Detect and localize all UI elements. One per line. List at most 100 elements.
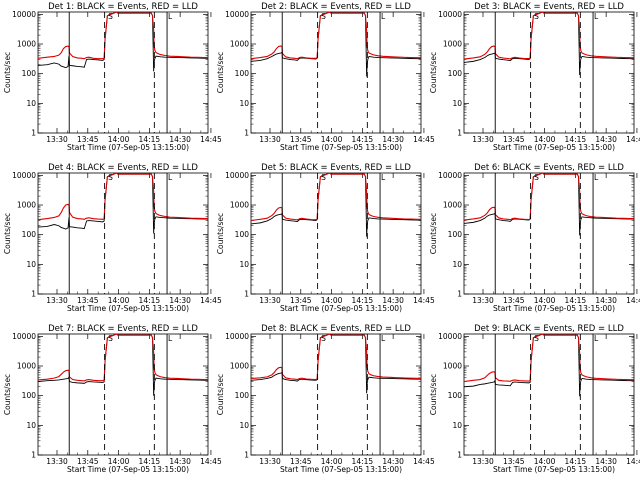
x-tick-label: 13:45 [77, 457, 99, 466]
y-tick-label: 1000 [230, 362, 249, 371]
x-tick-label: 14:30 [382, 135, 404, 144]
y-axis-label: Counts/sec [3, 213, 12, 254]
x-tick-label: 14:30 [382, 296, 404, 305]
y-tick-label: 10 [239, 260, 249, 269]
detector-panel-1: Det 1: BLACK = Events, RED = LLD 1 10 100 10… [3, 2, 222, 152]
y-tick-label: 1 [244, 129, 249, 138]
lld-annotation: L [381, 173, 386, 182]
x-tick-label: 14:15 [565, 135, 587, 144]
saa-annotation: S [534, 334, 539, 343]
saa-annotation: S [534, 12, 539, 21]
x-tick-label: 14:45 [200, 296, 222, 305]
lld-series-line [463, 333, 634, 383]
x-tick-label: 13:30 [259, 296, 281, 305]
y-tick-label: 1 [244, 290, 249, 299]
x-tick-label: 14:00 [321, 135, 343, 144]
y-tick-label: 1000 [443, 201, 462, 210]
x-axis-label: Start Time (07-Sep-05 13:15:00) [67, 465, 189, 474]
lld-annotation: L [594, 334, 599, 343]
y-tick-label: 1 [31, 290, 36, 299]
x-tick-label: 14:45 [413, 296, 435, 305]
y-tick-label: 1 [31, 451, 36, 460]
y-tick-label: 100 [235, 69, 250, 78]
y-tick-label: 100 [22, 391, 37, 400]
x-tick-label: 13:30 [46, 135, 68, 144]
lld-series-line [37, 172, 208, 221]
detector-panel-5: Det 5: BLACK = Events, RED = LLD 1 10 100 10… [216, 163, 435, 313]
detector-panel-2: Det 2: BLACK = Events, RED = LLD 1 10 100 10… [216, 2, 435, 152]
y-tick-label: 10 [26, 421, 36, 430]
x-tick-label: 14:15 [139, 296, 161, 305]
y-tick-label: 10 [239, 99, 249, 108]
y-tick-label: 10 [452, 260, 462, 269]
detector-panel-7: Det 7: BLACK = Events, RED = LLD 1 10 100 10… [3, 324, 222, 474]
y-tick-label: 100 [448, 69, 463, 78]
x-tick-label: 14:15 [352, 457, 374, 466]
x-tick-label: 14:15 [352, 296, 374, 305]
x-tick-label: 13:30 [472, 457, 494, 466]
x-tick-label: 14:45 [413, 135, 435, 144]
lld-series-line [250, 172, 421, 222]
y-tick-label: 1 [457, 290, 462, 299]
x-tick-label: 13:30 [46, 457, 68, 466]
x-tick-label: 14:00 [534, 457, 556, 466]
x-axis-label: Start Time (07-Sep-05 13:15:00) [280, 143, 402, 152]
y-axis-label: Counts/sec [3, 374, 12, 415]
x-axis-label: Start Time (07-Sep-05 13:15:00) [493, 304, 615, 313]
saa-annotation: S [321, 334, 326, 343]
x-tick-label: 14:00 [108, 135, 130, 144]
x-axis-label: Start Time (07-Sep-05 13:15:00) [67, 143, 189, 152]
x-tick-label: 14:00 [534, 135, 556, 144]
y-tick-label: 10000 [438, 171, 462, 180]
x-tick-label: 14:15 [352, 135, 374, 144]
x-tick-label: 14:30 [595, 457, 617, 466]
x-tick-label: 14:45 [626, 296, 640, 305]
x-tick-label: 14:00 [321, 296, 343, 305]
x-tick-label: 13:45 [503, 457, 525, 466]
y-tick-label: 100 [22, 69, 37, 78]
plot-frame [37, 11, 209, 134]
x-tick-label: 13:45 [290, 135, 312, 144]
y-tick-label: 10000 [225, 332, 249, 341]
y-tick-label: 10000 [225, 171, 249, 180]
panel-title: Det 4: BLACK = Events, RED = LLD [48, 163, 198, 173]
x-tick-label: 14:00 [321, 457, 343, 466]
x-tick-label: 14:30 [595, 296, 617, 305]
x-tick-label: 13:30 [46, 296, 68, 305]
lld-annotation: L [594, 12, 599, 21]
x-tick-label: 13:30 [259, 457, 281, 466]
y-tick-label: 1000 [443, 40, 462, 49]
x-tick-label: 14:00 [108, 457, 130, 466]
y-axis-label: Counts/sec [216, 52, 225, 93]
x-tick-label: 13:45 [290, 296, 312, 305]
plot-frame [250, 172, 422, 295]
x-tick-label: 14:30 [169, 457, 191, 466]
lld-annotation: L [381, 334, 386, 343]
y-tick-label: 100 [448, 230, 463, 239]
detector-panel-6: Det 6: BLACK = Events, RED = LLD 1 10 100 10… [429, 163, 640, 313]
lld-series-line [37, 333, 208, 382]
detector-panel-4: Det 4: BLACK = Events, RED = LLD 1 10 100 10… [3, 163, 222, 313]
lld-series-line [463, 11, 634, 60]
y-tick-label: 1000 [230, 40, 249, 49]
y-tick-label: 10 [452, 421, 462, 430]
saa-annotation: S [534, 173, 539, 182]
x-tick-label: 14:15 [139, 457, 161, 466]
y-tick-label: 100 [22, 230, 37, 239]
plot-frame [463, 11, 635, 134]
saa-annotation: S [321, 12, 326, 21]
x-tick-label: 13:45 [503, 296, 525, 305]
x-tick-label: 13:45 [77, 135, 99, 144]
y-tick-label: 10 [452, 99, 462, 108]
x-tick-label: 13:45 [290, 457, 312, 466]
x-axis-label: Start Time (07-Sep-05 13:15:00) [280, 465, 402, 474]
y-tick-label: 10000 [438, 332, 462, 341]
y-tick-label: 10 [26, 260, 36, 269]
x-tick-label: 14:45 [200, 457, 222, 466]
x-tick-label: 13:45 [77, 296, 99, 305]
x-tick-label: 14:30 [382, 457, 404, 466]
y-tick-label: 1 [31, 129, 36, 138]
lld-series-line [37, 11, 208, 60]
x-tick-label: 14:30 [595, 135, 617, 144]
